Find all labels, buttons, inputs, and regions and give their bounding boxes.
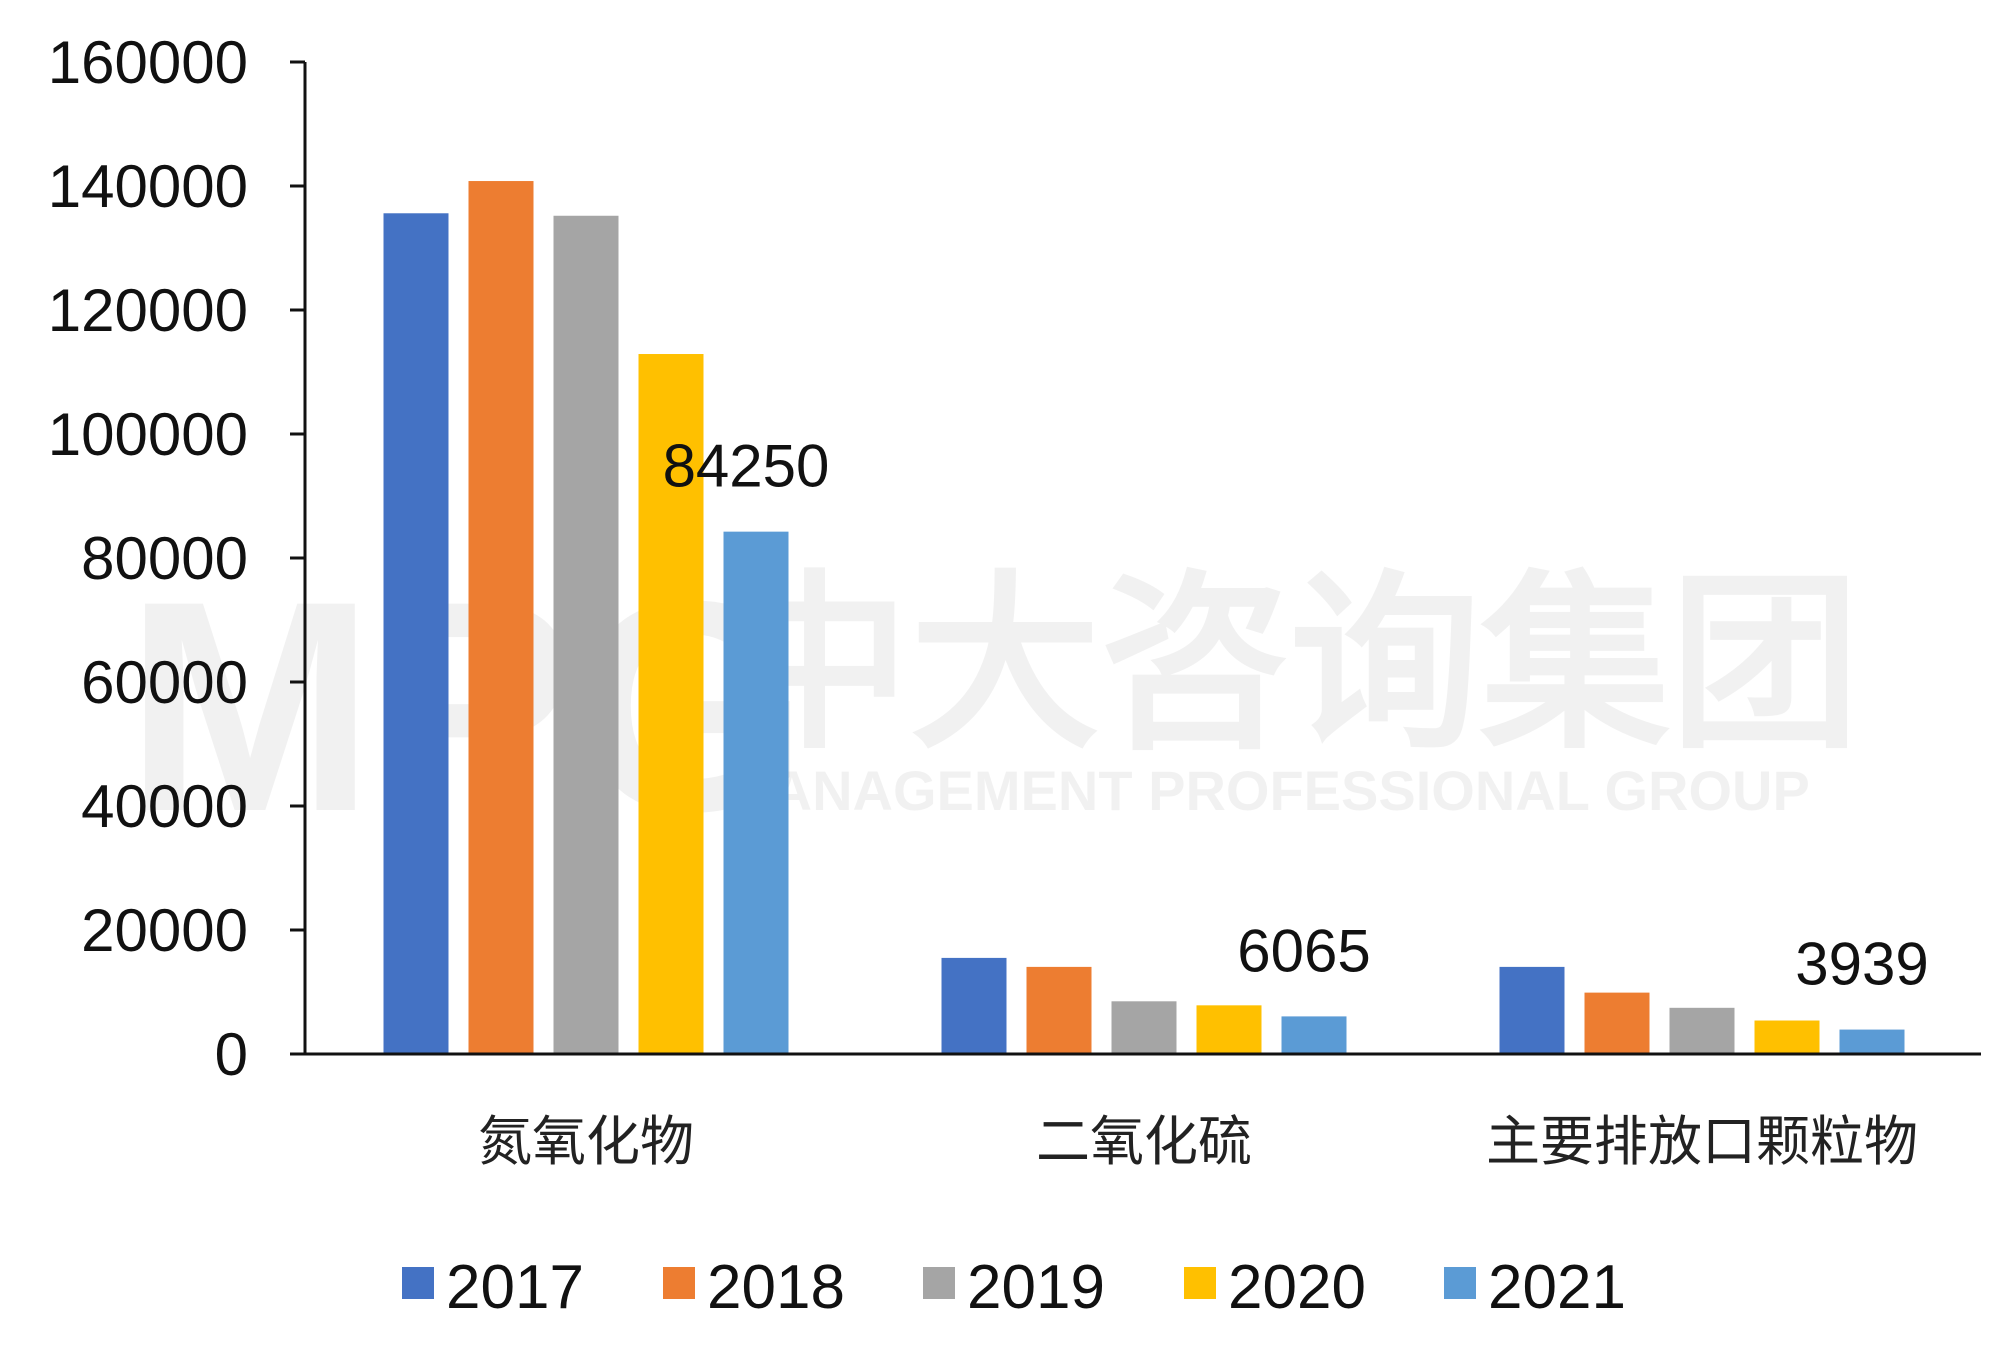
bar-2021-0 bbox=[723, 531, 789, 1054]
bar-2019-0 bbox=[553, 215, 619, 1054]
legend-label: 2019 bbox=[967, 1253, 1105, 1322]
watermark-name: 中大咨询集团 bbox=[720, 559, 1860, 771]
y-tick-label: 0 bbox=[215, 1021, 248, 1088]
bar-2021-1 bbox=[1281, 1016, 1347, 1054]
legend-swatch bbox=[663, 1267, 695, 1299]
bar-2018-1 bbox=[1026, 966, 1092, 1054]
x-category-label: 主要排放口颗粒物 bbox=[1486, 1110, 1918, 1173]
legend-item-2019: 2019 bbox=[923, 1253, 1105, 1322]
legend-item-2017: 2017 bbox=[402, 1253, 584, 1322]
y-tick-label: 160000 bbox=[48, 29, 248, 96]
watermark-subtitle: MANAGEMENT PROFESSIONAL GROUP bbox=[725, 759, 1810, 822]
bar-2020-2 bbox=[1754, 1020, 1820, 1054]
legend-swatch bbox=[402, 1267, 434, 1299]
y-tick-label: 20000 bbox=[81, 897, 248, 964]
bar-2017-0 bbox=[383, 213, 449, 1054]
data-label: 84250 bbox=[663, 433, 830, 500]
x-category-label: 氮氧化物 bbox=[478, 1110, 694, 1173]
bar-2020-1 bbox=[1196, 1005, 1262, 1054]
legend-label: 2018 bbox=[707, 1253, 845, 1322]
legend-swatch bbox=[1184, 1267, 1216, 1299]
y-tick-label: 60000 bbox=[81, 649, 248, 716]
data-label: 6065 bbox=[1237, 917, 1370, 984]
bar-2020-0 bbox=[638, 354, 704, 1054]
data-label: 3939 bbox=[1795, 931, 1928, 998]
x-category-label: 二氧化硫 bbox=[1036, 1110, 1252, 1173]
bar-2019-1 bbox=[1111, 1001, 1177, 1054]
bar-2019-2 bbox=[1669, 1007, 1735, 1054]
legend-label: 2017 bbox=[446, 1253, 584, 1322]
legend-swatch bbox=[923, 1267, 955, 1299]
y-tick-label: 80000 bbox=[81, 525, 248, 592]
y-tick-label: 120000 bbox=[48, 277, 248, 344]
y-tick-label: 40000 bbox=[81, 773, 248, 840]
legend-item-2021: 2021 bbox=[1444, 1253, 1626, 1322]
bar-2017-2 bbox=[1499, 966, 1565, 1054]
y-tick-label: 100000 bbox=[48, 401, 248, 468]
bar-2021-2 bbox=[1839, 1029, 1905, 1054]
legend-label: 2021 bbox=[1488, 1253, 1626, 1322]
legend-item-2020: 2020 bbox=[1184, 1253, 1366, 1322]
y-tick-label: 140000 bbox=[48, 153, 248, 220]
legend-swatch bbox=[1444, 1267, 1476, 1299]
bar-2018-2 bbox=[1584, 992, 1650, 1054]
legend-item-2018: 2018 bbox=[663, 1253, 845, 1322]
bar-2017-1 bbox=[941, 957, 1007, 1054]
legend-label: 2020 bbox=[1228, 1253, 1366, 1322]
bar-2018-0 bbox=[468, 181, 534, 1055]
